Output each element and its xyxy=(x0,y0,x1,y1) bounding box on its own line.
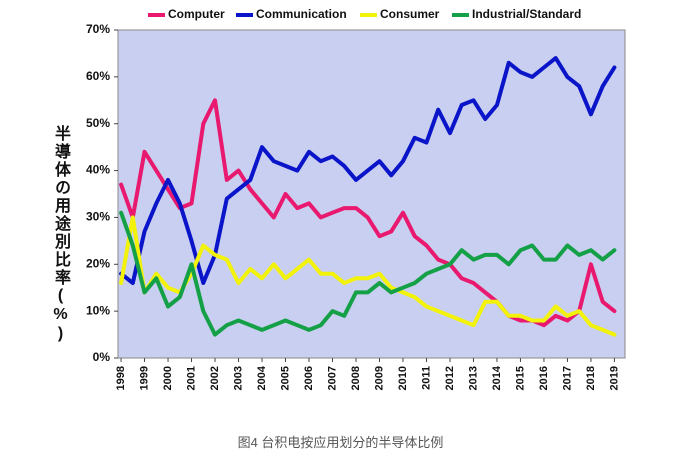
x-tick-label: 2010 xyxy=(397,366,409,390)
y-axis-title: 半導体の用途別比率(%) xyxy=(52,125,69,344)
x-tick-label: 2008 xyxy=(350,366,362,390)
x-tick-label: 2001 xyxy=(185,366,197,390)
series-line xyxy=(119,215,617,337)
y-tick-label: 20% xyxy=(86,256,110,270)
x-tick-label: 2014 xyxy=(491,365,503,390)
x-tick-label: 2017 xyxy=(561,366,573,390)
x-tick-label: 2007 xyxy=(326,366,338,390)
x-tick-label: 1998 xyxy=(115,366,127,390)
x-tick-label: 2009 xyxy=(373,366,385,390)
x-tick-label: 2018 xyxy=(585,366,597,390)
x-tick-label: 1999 xyxy=(138,366,150,390)
x-tick-label: 2013 xyxy=(467,366,479,390)
x-tick-label: 2004 xyxy=(256,365,268,390)
x-tick-label: 2002 xyxy=(209,366,221,390)
x-tick-label: 2011 xyxy=(420,366,432,390)
x-tick-label: 2015 xyxy=(514,366,526,390)
y-tick-label: 40% xyxy=(86,163,110,177)
x-tick-label: 2016 xyxy=(538,366,550,390)
x-tick-label: 2006 xyxy=(303,366,315,390)
y-tick-label: 30% xyxy=(86,210,110,224)
y-tick-label: 70% xyxy=(86,22,110,36)
caption: 图4 台积电按应用划分的半导体比例 xyxy=(237,435,444,450)
legend-label: Computer xyxy=(168,7,225,21)
y-tick-label: 50% xyxy=(86,116,110,130)
legend-label: Communication xyxy=(256,7,347,21)
y-tick-label: 10% xyxy=(86,303,110,317)
x-tick-label: 2003 xyxy=(232,366,244,390)
y-tick-label: 0% xyxy=(93,350,111,364)
series-line xyxy=(119,210,617,337)
x-tick-label: 2005 xyxy=(279,366,291,390)
x-tick-label: 2012 xyxy=(444,366,456,390)
legend-label: Consumer xyxy=(380,7,440,21)
x-tick-label: 2019 xyxy=(608,366,620,390)
series-line xyxy=(119,56,617,285)
legend-label: Industrial/Standard xyxy=(472,7,581,21)
x-tick-label: 2000 xyxy=(162,366,174,390)
y-tick-label: 60% xyxy=(86,69,110,83)
